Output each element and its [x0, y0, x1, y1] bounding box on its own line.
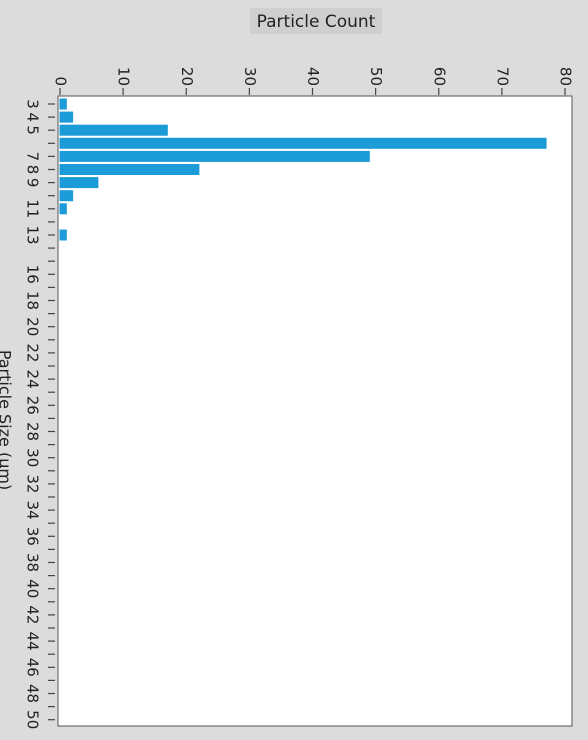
bar [59, 164, 200, 175]
y-tick-label: 9 [24, 178, 42, 188]
x-tick-label: 10 [115, 67, 133, 86]
bar [59, 124, 168, 136]
y-tick-label: 22 [24, 343, 42, 362]
bar [59, 98, 67, 110]
bar [59, 190, 74, 202]
y-tick-label: 4 [24, 112, 42, 122]
y-tick-label: 30 [24, 448, 42, 467]
bar [59, 229, 67, 241]
y-tick-label: 7 [24, 152, 42, 162]
y-tick-label: 38 [24, 553, 42, 572]
y-tick-label: 28 [24, 422, 42, 441]
y-tick-label: 8 [24, 165, 42, 175]
bar [59, 111, 74, 123]
bar [59, 203, 67, 215]
y-tick-label: 34 [24, 501, 42, 520]
y-tick-label: 42 [24, 605, 42, 624]
y-tick-label: 16 [24, 265, 42, 284]
y-tick-label: 32 [24, 474, 42, 493]
y-tick-label: 5 [24, 125, 42, 135]
chart-title: Particle Count [257, 12, 376, 32]
y-tick-label: 44 [24, 632, 42, 651]
x-tick-label: 30 [241, 67, 259, 86]
y-tick-label: 11 [24, 199, 42, 218]
bar [59, 177, 99, 189]
bar [59, 137, 547, 149]
y-tick-label: 36 [24, 527, 42, 546]
y-tick-label: 46 [24, 658, 42, 677]
x-tick-label: 40 [304, 67, 322, 86]
y-tick-label: 48 [24, 684, 42, 703]
y-tick-label: 24 [24, 370, 42, 389]
y-tick-label: 50 [24, 710, 42, 729]
y-tick-label: 18 [24, 291, 42, 310]
title-box [250, 8, 382, 34]
plot-area [57, 95, 573, 727]
y-tick-label: 3 [24, 99, 42, 109]
x-tick-label: 60 [430, 67, 448, 86]
bar [59, 150, 370, 162]
y-tick-label: 40 [24, 579, 42, 598]
x-tick-label: 70 [493, 67, 511, 86]
y-axis-label: Particle Size (μm) [0, 350, 15, 490]
x-tick-label: 80 [557, 67, 575, 86]
x-tick-label: 0 [52, 76, 70, 86]
y-tick-label: 20 [24, 317, 42, 336]
x-tick-label: 50 [367, 67, 385, 86]
y-tick-label: 26 [24, 396, 42, 415]
x-tick-label: 20 [178, 67, 196, 86]
y-tick-label: 13 [24, 225, 42, 244]
